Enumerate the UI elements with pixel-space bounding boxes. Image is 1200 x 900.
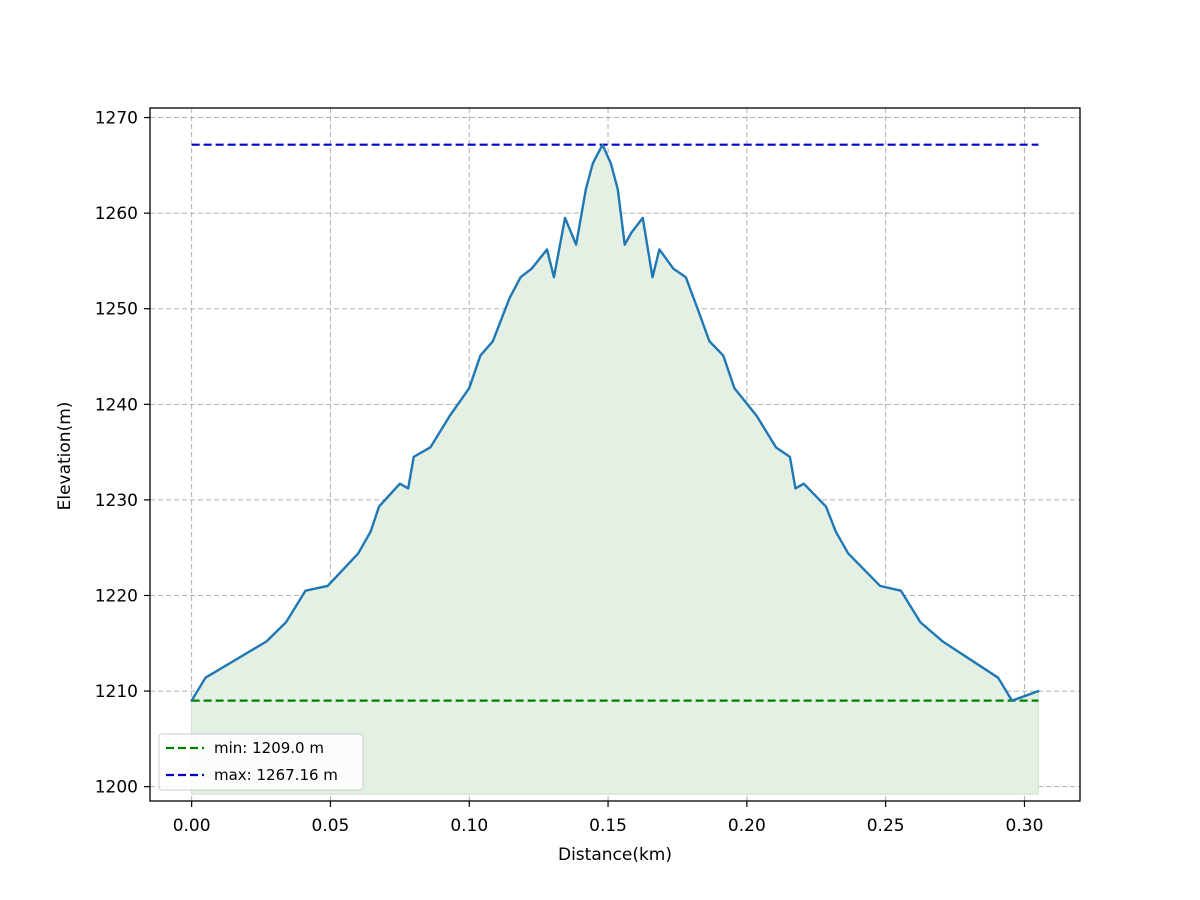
series-layer [190, 143, 1040, 702]
y-tick-label: 1230 [95, 491, 138, 511]
legend-label-min: min: 1209.0 m [214, 739, 324, 757]
y-tick-label: 1210 [95, 682, 138, 702]
x-tick-label: 0.10 [450, 816, 488, 836]
y-tick-label: 1260 [95, 204, 138, 224]
plot-frame [149, 107, 1081, 802]
legend-box [158, 733, 364, 791]
x-tick-label: 0.00 [173, 816, 211, 836]
y-tick-label: 1270 [95, 109, 138, 129]
x-tick-label: 0.30 [1006, 816, 1044, 836]
y-tick-label: 1250 [95, 300, 138, 320]
x-tick-label: 0.25 [867, 816, 905, 836]
y-tick-label: 1220 [95, 586, 138, 606]
y-tick-label: 1200 [95, 778, 138, 798]
legend: min: 1209.0 m max: 1267.16 m [158, 733, 364, 791]
y-axis-label: Elevation(m) [55, 402, 75, 511]
x-tick-label: 0.05 [312, 816, 350, 836]
axis-ticks: 0.00 0.05 0.10 0.15 0.20 0.25 0.30 1200 1210 1220… [95, 109, 1044, 836]
x-tick-label: 0.15 [589, 816, 627, 836]
x-axis-label: Distance(km) [558, 845, 672, 865]
y-tick-label: 1240 [95, 395, 138, 415]
x-tick-label: 0.20 [728, 816, 766, 836]
elevation-profile-line [190, 143, 1040, 702]
legend-label-max: max: 1267.16 m [214, 766, 338, 784]
